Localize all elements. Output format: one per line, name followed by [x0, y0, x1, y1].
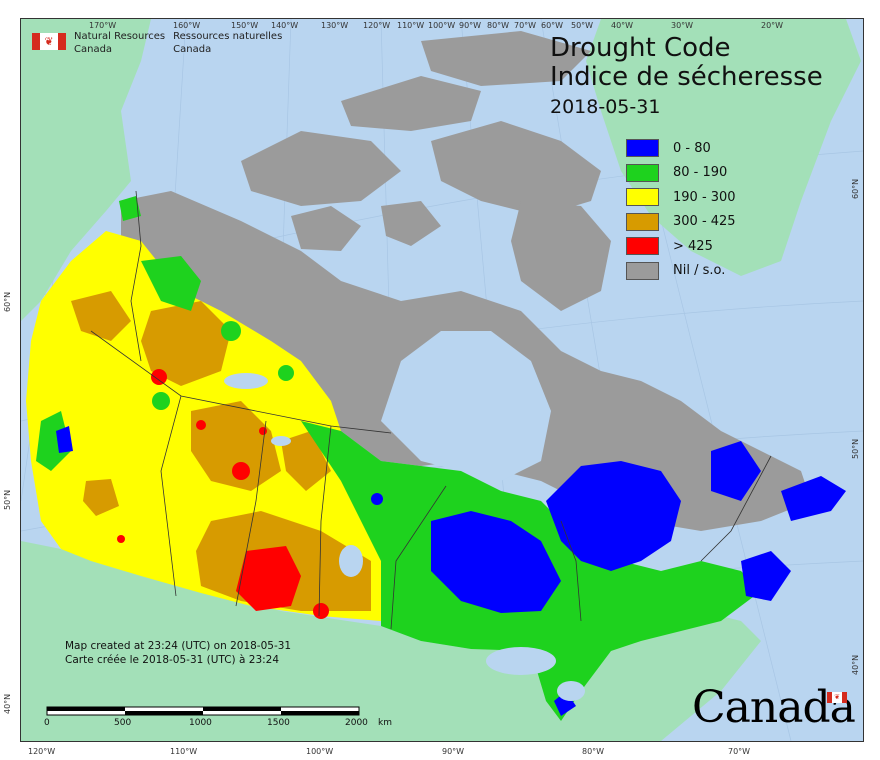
- tick-top-10: 70°W: [514, 21, 537, 30]
- agency-name-fr: Ressources naturelles Canada: [173, 30, 282, 56]
- tick-bottom-3: 90°W: [442, 747, 465, 756]
- tick-bottom-5: 70°W: [728, 747, 751, 756]
- tick-bottom-0: 120°W: [28, 747, 56, 756]
- tick-top-3: 140°W: [271, 21, 299, 30]
- canada-flag-icon: ❦: [32, 33, 66, 50]
- legend-swatch: [626, 212, 659, 231]
- tick-top-2: 150°W: [231, 21, 259, 30]
- tick-top-12: 50°W: [571, 21, 594, 30]
- legend: 0 - 80 80 - 190 190 - 300 300 - 425 > 42…: [626, 136, 736, 283]
- scale-label-0: 0: [44, 718, 50, 728]
- tick-top-14: 30°W: [671, 21, 694, 30]
- legend-label: > 425: [673, 238, 713, 254]
- agency-name-en: Natural Resources Canada: [74, 30, 165, 56]
- tick-top-8: 90°W: [459, 21, 482, 30]
- legend-item: Nil / s.o.: [626, 259, 736, 284]
- title-fr: Indice de sécheresse: [550, 62, 823, 92]
- tick-right-1: 50°N: [851, 438, 860, 459]
- lakes: [224, 373, 585, 701]
- tick-top-1: 160°W: [173, 21, 201, 30]
- hudson-bay: [381, 331, 551, 481]
- legend-item: 300 - 425: [626, 210, 736, 235]
- legend-swatch: [626, 237, 659, 256]
- legend-item: 0 - 80: [626, 136, 736, 161]
- tick-bottom-4: 80°W: [582, 747, 605, 756]
- tick-bottom-1: 110°W: [170, 747, 198, 756]
- title-en: Drought Code: [550, 33, 731, 63]
- legend-label: 80 - 190: [673, 165, 728, 181]
- scale-bar-graphic: [46, 706, 360, 716]
- tick-top-7: 100°W: [428, 21, 456, 30]
- borders: [90, 190, 772, 630]
- tick-left-1: 50°N: [3, 489, 12, 510]
- legend-item: 190 - 300: [626, 185, 736, 210]
- zone-green-west: [36, 196, 294, 471]
- legend-swatch: [626, 139, 659, 158]
- greenland-land: [586, 19, 861, 276]
- scale-label-1000: 1000: [189, 718, 212, 728]
- agency-fr-line1: Ressources naturelles: [173, 31, 283, 42]
- tick-top-15: 20°W: [761, 21, 784, 30]
- tick-top-11: 60°W: [541, 21, 564, 30]
- zone-blue: [56, 426, 846, 716]
- tick-top-9: 80°W: [487, 21, 510, 30]
- scale-label-1500: 1500: [267, 718, 290, 728]
- agency-signature: ❦ Natural Resources Canada Ressources na…: [32, 30, 282, 56]
- map-date: 2018-05-31: [550, 96, 661, 118]
- agency-fr-line2: Canada: [173, 44, 212, 55]
- tick-top-4: 130°W: [321, 21, 349, 30]
- scale-bar: 0 500 1000 1500 2000 km: [44, 705, 392, 728]
- credits-en: Map created at 23:24 (UTC) on 2018-05-31: [65, 640, 292, 652]
- legend-item: > 425: [626, 234, 736, 259]
- map-credits: Map created at 23:24 (UTC) on 2018-05-31…: [65, 639, 291, 667]
- scale-label-2000: 2000: [345, 718, 368, 728]
- agency-en-line2: Canada: [74, 44, 113, 55]
- tick-top-13: 40°W: [611, 21, 634, 30]
- legend-swatch: [626, 163, 659, 182]
- legend-label: Nil / s.o.: [673, 263, 726, 279]
- scale-unit: km: [378, 718, 392, 728]
- legend-label: 190 - 300: [673, 189, 736, 205]
- legend-item: 80 - 190: [626, 161, 736, 186]
- legend-label: 300 - 425: [673, 214, 736, 230]
- map-canvas: [21, 19, 863, 741]
- map-frame: 170°W 160°W 150°W 140°W 130°W 120°W 110°…: [20, 18, 864, 742]
- legend-label: 0 - 80: [673, 140, 711, 156]
- wordmark-flag-icon: ❦: [827, 692, 847, 703]
- tick-left-0: 60°N: [3, 291, 12, 312]
- tick-top-6: 110°W: [397, 21, 425, 30]
- alaska-land: [21, 19, 151, 321]
- tick-left-2: 40°N: [3, 693, 12, 714]
- tick-top-0: 170°W: [89, 21, 117, 30]
- scale-label-500: 500: [114, 718, 132, 728]
- agency-en-line1: Natural Resources: [74, 31, 166, 42]
- tick-right-0: 60°N: [851, 178, 860, 199]
- credits-fr: Carte créée le 2018-05-31 (UTC) à 23:24: [65, 654, 280, 666]
- zone-red: [117, 369, 329, 619]
- legend-swatch: [626, 188, 659, 207]
- tick-right-2: 40°N: [851, 654, 860, 675]
- map-title: Drought Code Indice de sécheresse 2018-0…: [550, 34, 823, 119]
- tick-bottom-2: 100°W: [306, 747, 334, 756]
- legend-swatch: [626, 261, 659, 280]
- tick-top-5: 120°W: [363, 21, 391, 30]
